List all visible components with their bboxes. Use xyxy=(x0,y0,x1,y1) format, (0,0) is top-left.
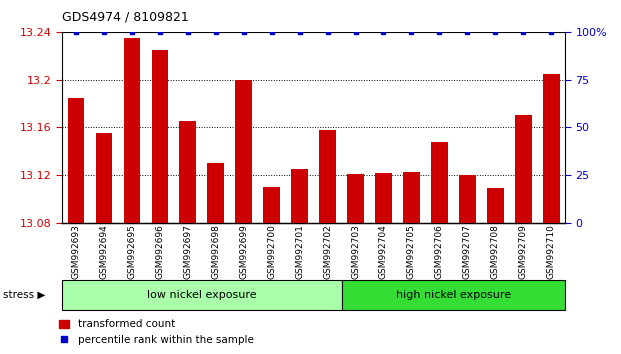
Text: GDS4974 / 8109821: GDS4974 / 8109821 xyxy=(62,10,189,23)
Bar xyxy=(543,74,560,223)
Bar xyxy=(431,142,448,223)
Bar xyxy=(68,98,84,223)
Text: stress ▶: stress ▶ xyxy=(3,290,45,300)
Legend: transformed count, percentile rank within the sample: transformed count, percentile rank withi… xyxy=(55,315,258,349)
Bar xyxy=(347,174,364,223)
Bar xyxy=(207,163,224,223)
Bar xyxy=(291,169,308,223)
Bar xyxy=(403,172,420,223)
Text: high nickel exposure: high nickel exposure xyxy=(396,290,511,300)
Bar xyxy=(235,80,252,223)
Bar xyxy=(515,115,532,223)
Bar xyxy=(263,187,280,223)
Bar xyxy=(319,130,336,223)
Bar xyxy=(375,173,392,223)
Bar xyxy=(179,121,196,223)
Text: low nickel exposure: low nickel exposure xyxy=(147,290,256,300)
Bar xyxy=(459,175,476,223)
Bar xyxy=(96,133,112,223)
Bar xyxy=(152,50,168,223)
Bar xyxy=(124,38,140,223)
Bar xyxy=(487,188,504,223)
